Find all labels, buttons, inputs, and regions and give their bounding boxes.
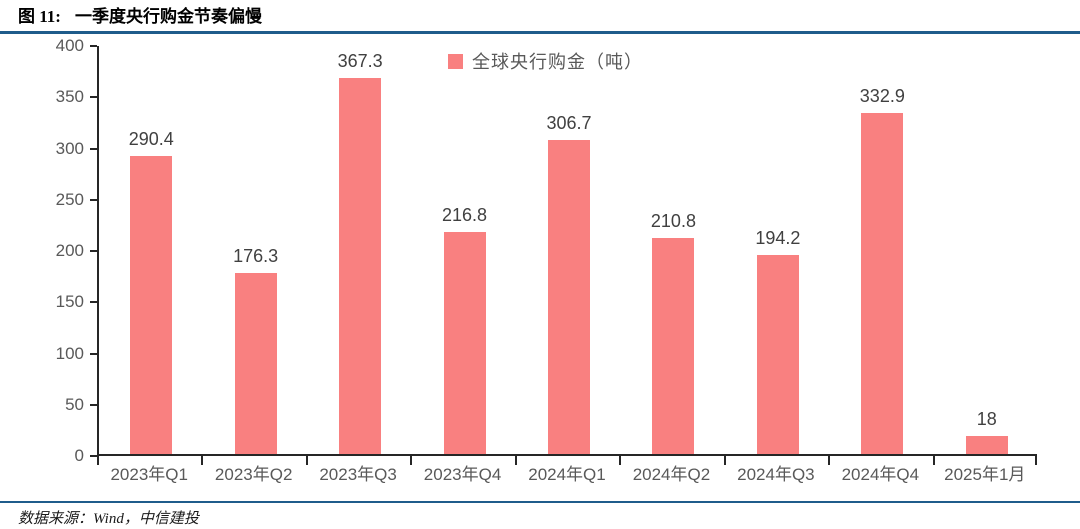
x-axis-category-label: 2024年Q3 xyxy=(737,465,815,484)
x-axis-category-label: 2024年Q4 xyxy=(841,465,920,484)
bar xyxy=(861,113,904,454)
x-axis-tick-mark xyxy=(410,456,413,465)
y-axis-tick-mark xyxy=(90,198,97,201)
legend-swatch-icon xyxy=(448,53,463,69)
bar xyxy=(652,238,695,454)
x-axis-category-label: 2024年Q1 xyxy=(528,465,606,484)
bar xyxy=(756,255,799,454)
bar-value-label: 216.8 xyxy=(442,205,488,225)
bar-value-label: 18 xyxy=(976,409,997,429)
data-source: 数据来源：Wind，中信建投 xyxy=(18,511,199,527)
bar xyxy=(339,78,382,454)
bar-value-label: 210.8 xyxy=(650,211,696,231)
y-axis-tick-mark xyxy=(90,403,97,406)
bar xyxy=(443,232,486,454)
y-axis-tick-mark xyxy=(90,352,97,355)
x-axis-category-label: 2025年1月 xyxy=(944,465,1026,484)
figure-number: 图 11: xyxy=(18,7,61,26)
y-axis-tick-mark xyxy=(90,250,97,252)
x-axis-tick-mark xyxy=(1035,456,1037,465)
bar xyxy=(548,140,590,454)
y-axis-tick-mark xyxy=(90,301,97,304)
bar xyxy=(130,156,173,454)
x-axis-tick-mark xyxy=(201,456,204,465)
y-axis-tick-label: 150 xyxy=(55,292,84,312)
x-axis-tick-mark xyxy=(97,456,99,465)
title-divider xyxy=(0,31,1080,34)
x-axis-category-label: 2023年Q3 xyxy=(319,465,397,484)
y-axis-tick-label: 350 xyxy=(55,87,84,107)
x-axis-tick-mark xyxy=(723,456,726,465)
y-axis-tick-label: 100 xyxy=(55,343,84,363)
y-axis-tick-label: 300 xyxy=(55,138,84,158)
chart-legend: 全球央行购金（吨） xyxy=(448,48,643,74)
x-axis-tick-mark xyxy=(932,456,935,465)
bar-value-label: 367.3 xyxy=(337,51,383,71)
bar-value-label: 290.4 xyxy=(128,129,174,149)
figure-title-text: 一季度央行购金节奏偏慢 xyxy=(74,7,262,26)
bar xyxy=(234,273,277,454)
report-figure: 图 11: 一季度央行购金节奏偏慢 全球央行购金（吨） 0 50 100 150 200 2… xyxy=(0,5,1080,529)
x-axis-tick-mark xyxy=(828,456,831,465)
footer-divider xyxy=(0,501,1080,503)
bar-value-label: 332.9 xyxy=(859,86,905,106)
x-axis-tick-mark xyxy=(619,456,622,465)
x-axis-tick-mark xyxy=(305,456,308,465)
y-axis-tick-label: 0 xyxy=(74,446,84,465)
y-axis-tick-mark xyxy=(90,96,97,99)
bar-value-label: 194.2 xyxy=(755,228,801,248)
y-axis-tick-label: 250 xyxy=(55,189,84,209)
bar-value-label: 306.7 xyxy=(546,113,592,133)
x-axis-tick-mark xyxy=(514,456,517,465)
legend-label: 全球央行购金（吨） xyxy=(472,52,643,72)
y-axis-tick-mark xyxy=(90,147,97,150)
bar-chart: 全球央行购金（吨） 0 50 100 150 200 250 300 350 400 2023年Q… xyxy=(0,34,1080,497)
x-axis-category-label: 2023年Q2 xyxy=(214,465,293,484)
y-axis-tick-mark xyxy=(90,455,97,457)
x-axis-category-label: 2023年Q4 xyxy=(423,465,502,484)
x-axis-category-label: 2024年Q2 xyxy=(632,465,711,484)
bar xyxy=(965,436,1008,454)
y-axis-tick-label: 200 xyxy=(55,241,84,260)
x-axis-category-label: 2023年Q1 xyxy=(110,465,188,484)
y-axis-tick-mark xyxy=(90,45,97,47)
plot-area: 290.4 176.3 367.3 216.8 306.7 210.8 194.2 332.9… xyxy=(97,46,1037,456)
figure-title: 图 11: 一季度央行购金节奏偏慢 xyxy=(18,5,1080,29)
bar-value-label: 176.3 xyxy=(233,246,279,266)
y-axis-tick-label: 400 xyxy=(55,36,84,55)
y-axis-tick-label: 50 xyxy=(65,394,84,414)
